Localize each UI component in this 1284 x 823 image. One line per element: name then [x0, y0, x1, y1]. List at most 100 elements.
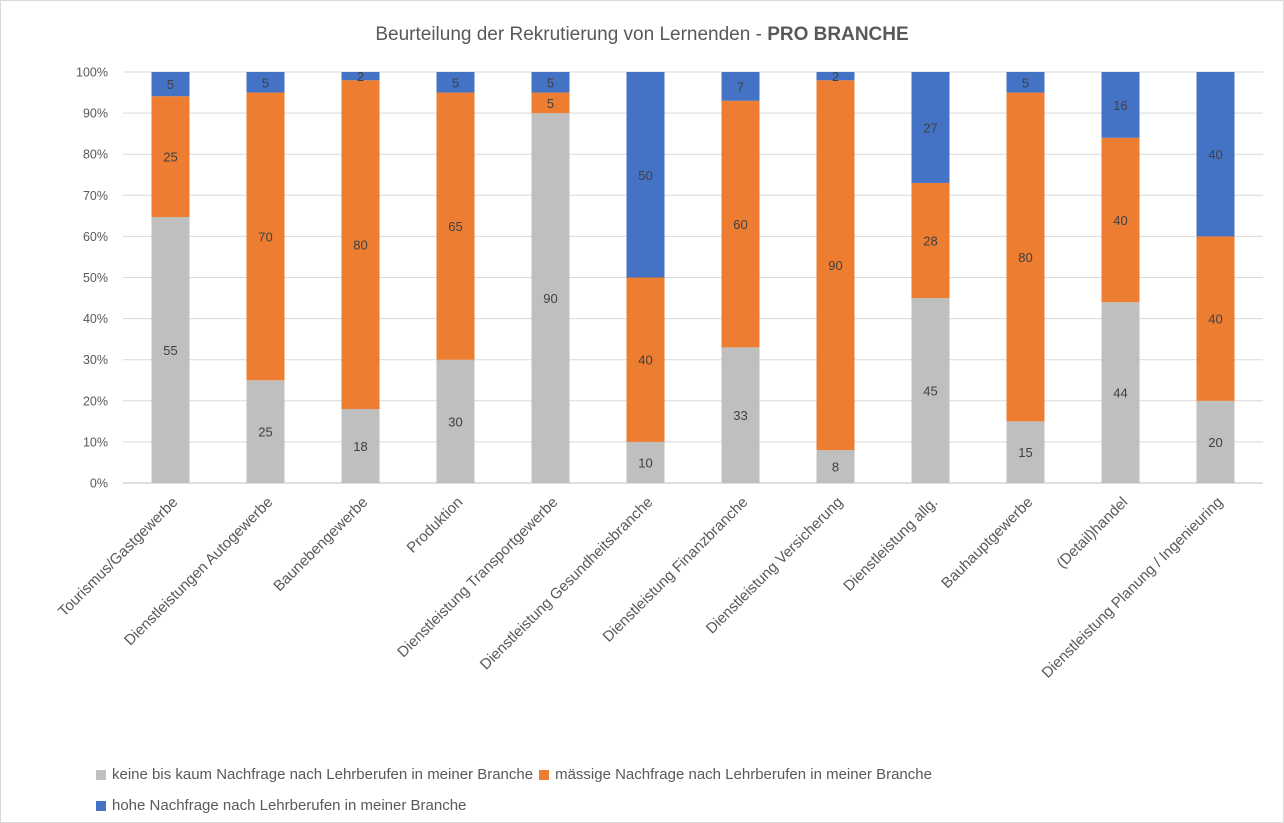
bar-segment — [1196, 72, 1235, 237]
x-tick-label: Dienstleistung Planung / Ingenieuring — [1039, 494, 1227, 682]
data-label: 33 — [733, 408, 747, 423]
bar-segment — [341, 80, 380, 410]
bar-segment — [721, 100, 760, 348]
data-label: 20 — [1208, 435, 1222, 450]
y-tick-label: 100% — [76, 66, 108, 80]
bar-segment — [436, 359, 475, 483]
data-label: 15 — [1018, 445, 1032, 460]
bar-segment — [531, 72, 570, 93]
data-label: 5 — [547, 75, 554, 90]
chart-title: Beurteilung der Rekrutierung von Lernend… — [375, 24, 909, 45]
data-label: 30 — [448, 414, 462, 429]
bar-segment — [531, 92, 570, 114]
data-label: 5 — [167, 77, 174, 92]
bar-segment — [1006, 92, 1045, 422]
legend-label: keine bis kaum Nachfrage nach Lehrberufe… — [112, 766, 534, 783]
bar-segment — [246, 72, 285, 93]
x-tick-label: Dienstleistung allg. — [840, 494, 941, 595]
data-label: 16 — [1113, 98, 1127, 113]
data-label: 5 — [1022, 75, 1029, 90]
bar-segment — [626, 72, 665, 278]
bar-segment — [246, 92, 285, 381]
y-tick-label: 10% — [83, 435, 108, 449]
data-label: 90 — [828, 258, 842, 273]
data-label: 25 — [163, 150, 177, 165]
y-tick-label: 30% — [83, 353, 108, 367]
data-label: 5 — [452, 75, 459, 90]
bar-segment — [436, 72, 475, 93]
data-label: 40 — [1208, 147, 1222, 162]
legend-item: keine bis kaum Nachfrage nach Lehrberufe… — [96, 760, 533, 790]
data-label: 70 — [258, 229, 272, 244]
y-tick-label: 20% — [83, 394, 108, 408]
bar-segment — [341, 409, 380, 483]
data-label: 2 — [357, 69, 364, 84]
data-label: 8 — [832, 460, 839, 475]
data-label: 28 — [923, 234, 937, 249]
bar-segment — [1196, 400, 1235, 483]
bar-segment — [911, 72, 950, 183]
y-tick-label: 80% — [83, 148, 108, 162]
x-tick-label: (Detail)handel — [1053, 494, 1131, 572]
bar-segment — [151, 217, 190, 483]
data-label: 10 — [638, 455, 652, 470]
data-label: 40 — [1208, 312, 1222, 327]
legend-swatch — [96, 770, 106, 780]
data-label: 27 — [923, 120, 937, 135]
legend-item: hohe Nachfrage nach Lehrberufen in meine… — [96, 791, 466, 821]
bar-segment — [1101, 302, 1140, 483]
data-label: 45 — [923, 384, 937, 399]
data-label: 80 — [1018, 250, 1032, 265]
data-label: 7 — [737, 79, 744, 94]
legend-row: hohe Nachfrage nach Lehrberufen in meine… — [96, 791, 1246, 822]
x-tick-label: Bauhauptgewerbe — [938, 494, 1036, 592]
bar-segment — [151, 72, 190, 97]
bar-segment — [816, 450, 855, 483]
data-label: 5 — [547, 96, 554, 111]
data-label: 40 — [1113, 213, 1127, 228]
bar-segment — [626, 441, 665, 483]
y-tick-label: 40% — [83, 312, 108, 326]
data-label: 44 — [1113, 386, 1127, 401]
y-tick-label: 60% — [83, 230, 108, 244]
y-tick-label: 50% — [83, 271, 108, 285]
bar-segment — [341, 72, 380, 81]
legend: keine bis kaum Nachfrage nach Lehrberufe… — [96, 760, 1246, 822]
data-label: 55 — [163, 343, 177, 358]
y-tick-label: 0% — [90, 477, 108, 491]
x-tick-label: Dienstleistung Transportgewerbe — [394, 494, 561, 661]
bar-segment — [626, 277, 665, 442]
bar-segment — [246, 380, 285, 483]
data-label: 90 — [543, 291, 557, 306]
data-label: 5 — [262, 75, 269, 90]
bar-segment — [436, 92, 475, 360]
bar-segment — [1101, 72, 1140, 138]
legend-item: mässige Nachfrage nach Lehrberufen in me… — [539, 760, 932, 790]
bar-segment — [721, 72, 760, 101]
x-tick-label: Produktion — [404, 494, 467, 557]
data-label: 2 — [832, 69, 839, 84]
legend-swatch — [539, 770, 550, 780]
legend-swatch — [96, 801, 106, 811]
bar-segment — [816, 72, 855, 81]
bar-segment — [721, 347, 760, 483]
data-label: 25 — [258, 425, 272, 440]
bar-segment — [531, 113, 570, 483]
bar-segment — [911, 298, 950, 483]
data-label: 65 — [448, 219, 462, 234]
x-tick-label: Dienstleistungen Autogewerbe — [121, 494, 276, 649]
legend-row: keine bis kaum Nachfrage nach Lehrberufe… — [96, 760, 1246, 791]
data-label: 50 — [638, 168, 652, 183]
data-label: 80 — [353, 238, 367, 253]
legend-label: mässige Nachfrage nach Lehrberufen in me… — [555, 766, 932, 783]
data-label: 60 — [733, 217, 747, 232]
y-tick-label: 90% — [83, 107, 108, 121]
bar-segment — [1101, 137, 1140, 303]
bar-segment — [1006, 421, 1045, 483]
data-label: 18 — [353, 439, 367, 454]
legend-label: hohe Nachfrage nach Lehrberufen in meine… — [112, 797, 467, 814]
bar-segment — [1006, 72, 1045, 93]
bar-segment — [816, 80, 855, 451]
x-tick-label: Dienstleistung Gesundheitsbranche — [477, 494, 656, 673]
